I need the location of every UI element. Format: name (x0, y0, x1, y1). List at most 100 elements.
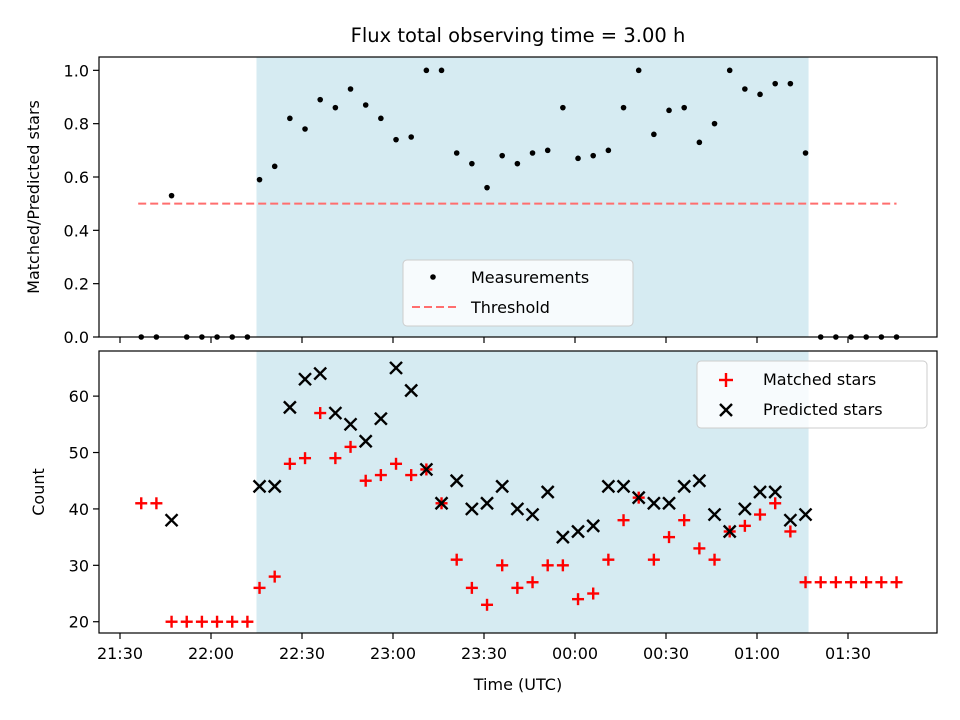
measurement-point (302, 126, 308, 132)
bottom-legend-box (696, 360, 928, 429)
matched-star-point (390, 457, 403, 470)
predicted-star-point (586, 518, 601, 533)
predicted-star-point (374, 411, 388, 426)
top-y-axis-label: Matched/Predicted stars (24, 100, 43, 294)
matched-star-point (602, 553, 615, 566)
matched-star-point (226, 615, 239, 628)
predicted-star-point (540, 485, 555, 499)
measurement-point (620, 104, 627, 111)
matched-star-point (754, 508, 767, 521)
predicted-star-point (434, 496, 449, 511)
measurement-point (787, 80, 794, 87)
predicted-star-point (449, 473, 464, 488)
bottom-panel: 20 30 40 50 60 21:30 22:00 22:30 23:00 23:30 00:0… (29, 350, 938, 694)
matched-star-point (299, 452, 312, 465)
bottom-legend: Matched stars Predicted stars (696, 360, 928, 429)
predicted-star-point (267, 479, 282, 494)
measurement-point (726, 67, 733, 74)
x-tick-label: 00:30 (643, 644, 689, 663)
measurement-point (287, 115, 293, 122)
bottom-y-tick-label: 50 (69, 444, 89, 463)
measurement-point (802, 150, 809, 156)
measurement-point (590, 152, 596, 159)
matched-star-point (693, 542, 706, 555)
matched-star-point (359, 474, 372, 487)
measurement-point (666, 107, 672, 114)
predicted-star-point (647, 496, 661, 511)
predicted-star-point (389, 361, 403, 375)
matched-star-point (253, 581, 266, 594)
matched-star-point (708, 553, 721, 566)
predicted-star-point (525, 507, 540, 522)
measurement-point (529, 150, 536, 156)
x-tick-label: 22:00 (188, 644, 234, 663)
predicted-star-point (164, 513, 179, 528)
predicted-star-point (631, 490, 646, 505)
predicted-star-point (358, 434, 373, 449)
predicted-star-point (601, 479, 616, 494)
matched-star-point (647, 553, 660, 566)
measurement-point (560, 104, 566, 111)
top-y-ticks: 0.0 0.2 0.4 0.6 0.8 1.0 (64, 61, 99, 347)
x-tick-label: 01:30 (825, 644, 871, 663)
predicted-star-point (404, 383, 419, 398)
matched-star-point (135, 497, 148, 510)
predicted-star-point (252, 479, 267, 494)
predicted-star-point (313, 366, 328, 381)
legend-predicted-marker (719, 403, 733, 417)
predicted-star-point (677, 479, 692, 494)
matched-star-point (587, 587, 600, 600)
measurement-point (772, 80, 778, 87)
measurement-point (651, 131, 657, 138)
matched-star-point (150, 497, 163, 510)
measurement-point (317, 96, 324, 103)
measurement-point (544, 147, 551, 154)
predicted-star-point (783, 513, 798, 528)
top-y-tick-label: 0.6 (64, 168, 89, 187)
matched-star-point (799, 576, 812, 589)
x-tick-label: 23:30 (461, 644, 507, 663)
matched-star-point (860, 576, 873, 589)
chart-title: Flux total observing time = 3.00 h (351, 24, 686, 47)
matched-star-point (678, 514, 691, 527)
x-tick-label: 22:30 (279, 644, 325, 663)
bottom-y-tick-label: 30 (69, 556, 89, 575)
bottom-x-ticks: 21:30 22:00 22:30 23:00 23:30 00:00 00:30 01:00… (97, 633, 871, 663)
top-x-ticks (119, 337, 849, 343)
predicted-star-point (510, 502, 525, 516)
top-legend-box (402, 259, 634, 327)
legend-measurements-label: Measurements (471, 268, 589, 287)
matched-star-point (165, 615, 178, 628)
matched-star-point (875, 576, 888, 589)
x-tick-label: 00:00 (552, 644, 598, 663)
measurement-point (256, 176, 263, 183)
measurement-point (681, 104, 687, 111)
predicted-star-point (328, 406, 343, 420)
measurement-point (271, 163, 278, 170)
measurement-point (742, 86, 748, 92)
legend-matched-label: Matched stars (763, 370, 876, 389)
matched-star-point (663, 531, 676, 544)
top-y-tick-label: 0.8 (64, 115, 89, 134)
predicted-star-point (798, 507, 813, 522)
measurement-point (514, 160, 521, 167)
matched-star-point (769, 497, 782, 510)
matched-star-point (195, 615, 208, 628)
matched-star-point (572, 593, 585, 606)
predicted-star-point (419, 462, 434, 477)
matched-star-point (450, 553, 463, 566)
matched-star-point (814, 576, 827, 589)
bottom-y-tick-label: 60 (69, 387, 89, 406)
top-legend: Measurements Threshold (402, 259, 634, 327)
matched-star-point (784, 525, 797, 538)
predicted-star-point (465, 502, 479, 516)
matched-star-point (511, 581, 524, 594)
matched-star-point (344, 440, 357, 453)
predicted-star-point (343, 417, 358, 432)
measurement-point (484, 184, 490, 191)
measurement-point (332, 104, 339, 111)
matched-star-point (556, 559, 569, 572)
measurement-point (469, 160, 475, 167)
measurement-point (757, 91, 763, 98)
